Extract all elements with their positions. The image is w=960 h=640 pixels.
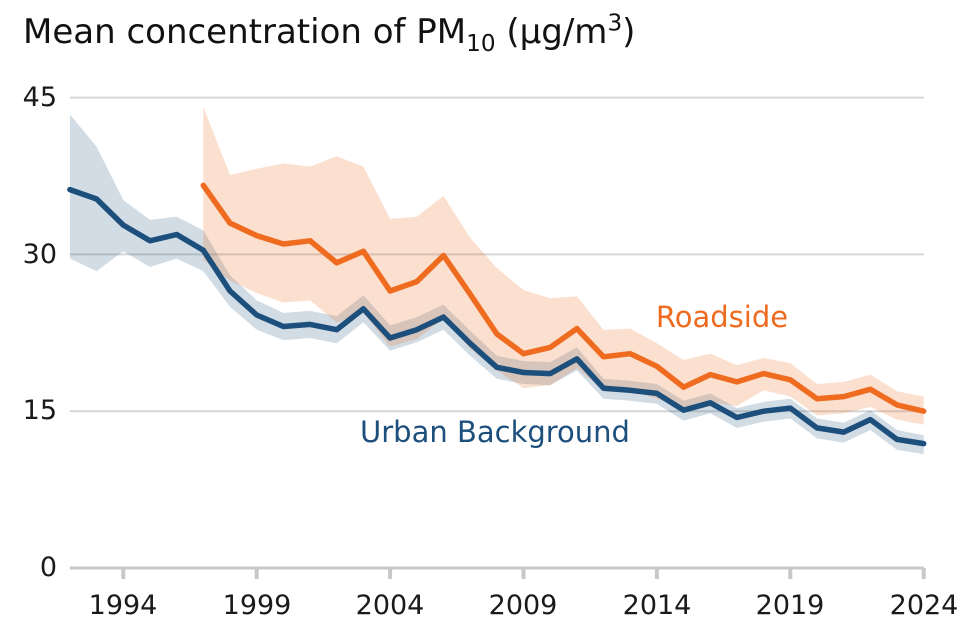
- y-tick-label-45: 45: [22, 82, 57, 113]
- x-tick-label-2009: 2009: [488, 590, 558, 621]
- x-axis-tick-1999: [254, 568, 259, 579]
- x-tick-label-1999: 1999: [222, 590, 292, 621]
- x-axis-tick-2024: [921, 568, 926, 579]
- chart-title: Mean concentration of PM10 (µg/m3): [23, 10, 636, 55]
- x-tick-label-1994: 1994: [88, 590, 158, 621]
- chart-title-subscript: 10: [466, 30, 496, 57]
- x-tick-label-2024: 2024: [889, 590, 959, 621]
- urban-background-line: [67, 186, 927, 447]
- x-axis-tick-2019: [788, 568, 793, 579]
- x-axis-tick-2004: [388, 568, 393, 579]
- x-tick-label-2019: 2019: [755, 590, 825, 621]
- x-axis-tick-1994: [121, 568, 126, 579]
- roadside-line: [200, 182, 927, 414]
- x-axis-tick-2009: [521, 568, 526, 579]
- roadside-series-label: Roadside: [655, 300, 789, 334]
- x-axis-tick-2014: [654, 568, 659, 579]
- chart-title-superscript: 3: [607, 10, 623, 37]
- y-tick-label-15: 15: [22, 395, 57, 426]
- chart-title-units: (µg/m: [495, 12, 608, 52]
- y-tick-label-30: 30: [22, 239, 57, 270]
- urban-background-series-label: Urban Background: [360, 415, 630, 449]
- x-tick-label-2014: 2014: [622, 590, 692, 621]
- y-tick-label-0: 0: [39, 552, 57, 583]
- chart-title-text: Mean concentration of PM: [23, 12, 467, 52]
- chart-title-close: ): [622, 12, 636, 52]
- x-tick-label-2004: 2004: [355, 590, 425, 621]
